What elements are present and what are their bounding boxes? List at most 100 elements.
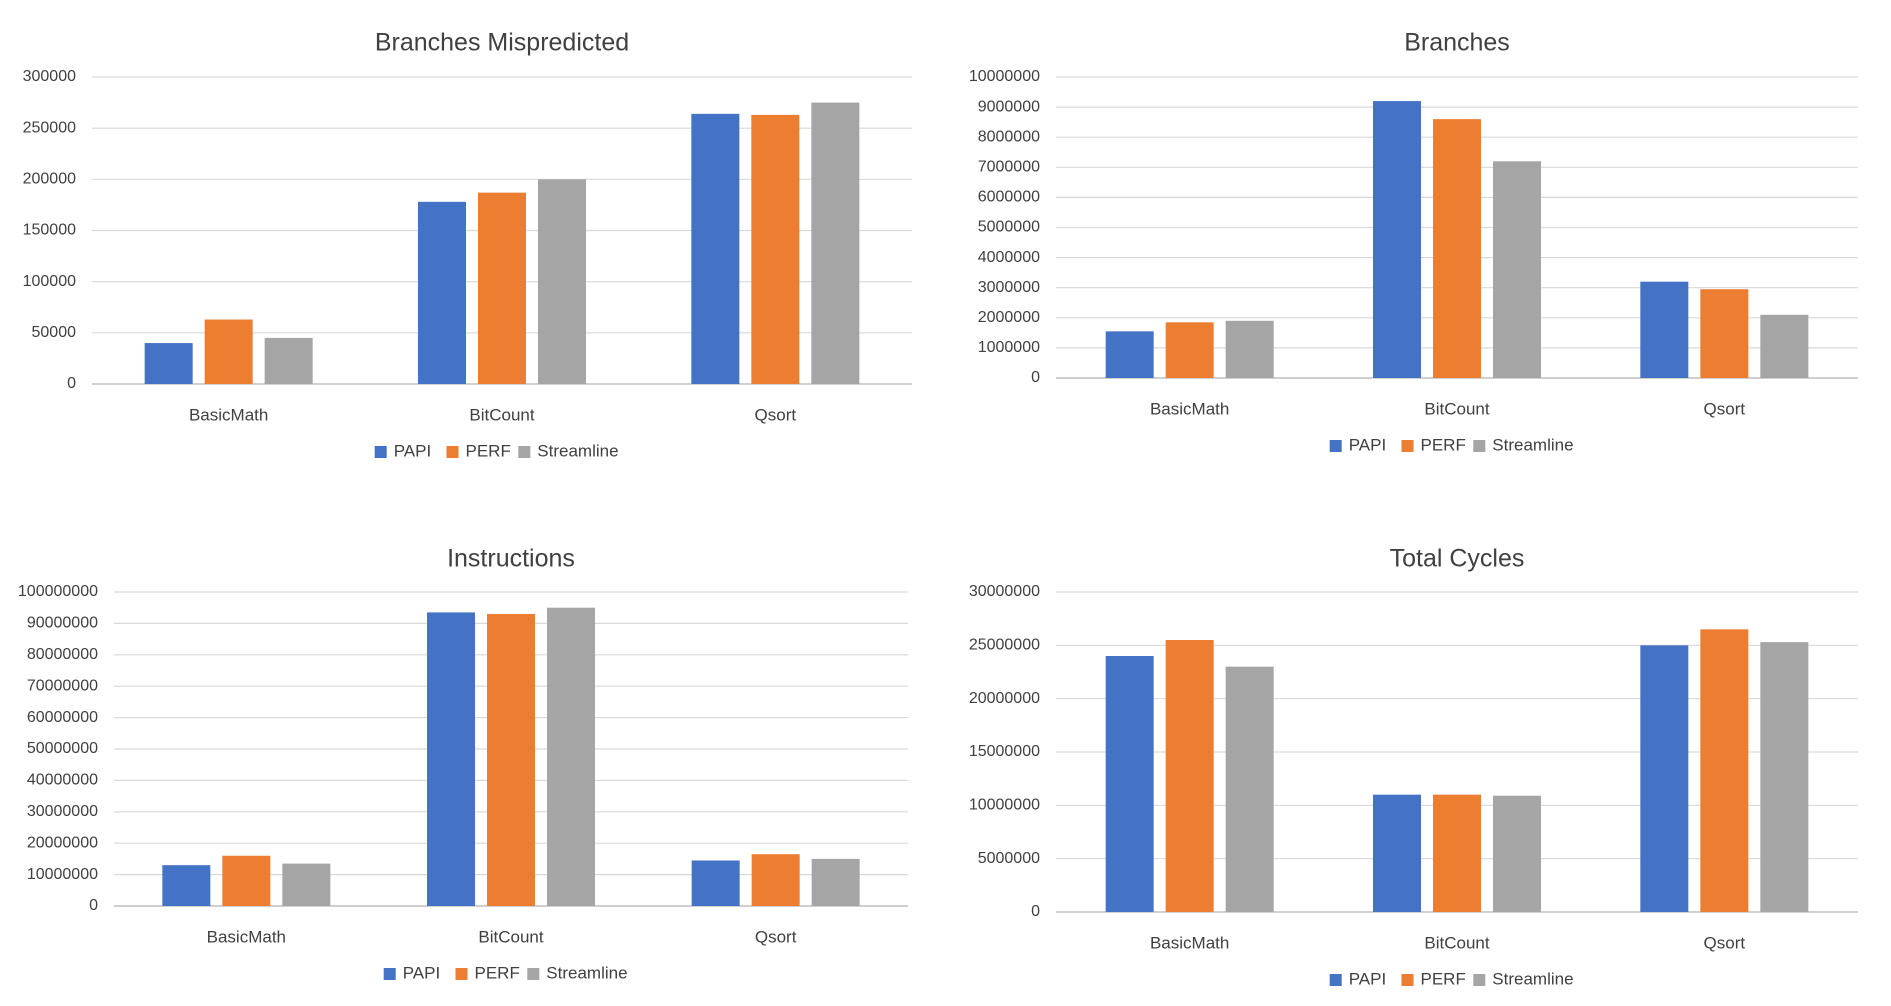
y-tick-label: 300000	[23, 68, 76, 85]
y-tick-label: 20000000	[27, 834, 98, 851]
x-category-label: BitCount	[478, 927, 543, 946]
y-tick-label: 7000000	[978, 159, 1040, 176]
y-tick-label: 0	[89, 897, 98, 914]
bar-streamline-qsort	[811, 858, 860, 906]
bar-perf-qsort	[1700, 289, 1749, 378]
x-category-label: BasicMath	[1150, 933, 1229, 952]
legend-label: Streamline	[537, 441, 618, 460]
bar-papi-qsort	[1640, 645, 1689, 912]
y-tick-label: 50000000	[27, 740, 98, 757]
bar-streamline-bitcount	[1493, 795, 1541, 912]
y-tick-label: 1000000	[978, 339, 1040, 356]
legend-label: PERF	[1421, 969, 1466, 988]
legend-label: Streamline	[546, 963, 627, 982]
x-category-label: BasicMath	[207, 927, 286, 946]
y-tick-label: 100000000	[18, 583, 98, 600]
x-category-label: BasicMath	[1150, 399, 1229, 418]
legend: PAPI PERF Streamline	[1329, 969, 1574, 988]
bar-perf-basicmath	[1165, 322, 1214, 378]
x-category-label: BitCount	[469, 405, 534, 424]
bar-streamline-basicmath	[1225, 320, 1274, 378]
y-tick-label: 8000000	[978, 128, 1040, 145]
chart-3: Instructions 0 10000000 20000000 30000000 400…	[18, 545, 908, 982]
y-tick-label: 40000000	[27, 772, 98, 789]
legend-swatch-perf	[455, 968, 468, 980]
legend-swatch-streamline	[1473, 974, 1486, 986]
bar-perf-bitcount	[487, 613, 535, 906]
legend-label: PAPI	[1349, 969, 1386, 988]
bar-papi-qsort	[1640, 281, 1689, 378]
y-tick-label: 10000000	[969, 68, 1040, 85]
bar-papi-qsort	[691, 860, 740, 906]
legend-swatch-streamline	[1473, 440, 1486, 452]
bar-streamline-qsort	[811, 102, 860, 384]
y-tick-label: 0	[67, 375, 76, 392]
y-tick-label: 30000000	[969, 583, 1040, 600]
legend: PAPI PERF Streamline	[383, 963, 628, 982]
y-tick-label: 20000000	[969, 690, 1040, 707]
x-category-label: Qsort	[1704, 399, 1746, 418]
bar-streamline-basicmath	[1225, 666, 1274, 912]
legend-swatch-perf	[446, 446, 459, 458]
y-tick-label: 25000000	[969, 637, 1040, 654]
bar-papi-bitcount	[1373, 794, 1421, 912]
legend-label: PERF	[466, 441, 511, 460]
bar-perf-bitcount	[478, 192, 526, 384]
legend-label: PAPI	[1349, 435, 1386, 454]
legend: PAPI PERF Streamline	[374, 441, 619, 460]
x-category-label: BitCount	[1424, 933, 1489, 952]
bar-perf-qsort	[1700, 629, 1749, 912]
y-tick-label: 4000000	[978, 249, 1040, 266]
legend-swatch-papi	[1329, 974, 1342, 986]
legend-label: Streamline	[1492, 969, 1573, 988]
bar-perf-bitcount	[1433, 794, 1481, 912]
x-category-label: BasicMath	[189, 405, 268, 424]
legend-swatch-papi	[374, 446, 387, 458]
bar-papi-basicmath	[1105, 331, 1154, 378]
chart-2: Branches 0 1000000 2000000 3000000 4000000 500…	[969, 29, 1858, 454]
legend-label: PERF	[1421, 435, 1466, 454]
x-category-label: Qsort	[755, 405, 797, 424]
y-tick-label: 60000000	[27, 709, 98, 726]
chart-title: Total Cycles	[1390, 545, 1525, 573]
x-category-label: BitCount	[1424, 399, 1489, 418]
y-tick-label: 150000	[23, 222, 76, 239]
bar-streamline-qsort	[1760, 642, 1809, 912]
legend-swatch-papi	[1329, 440, 1342, 452]
x-category-label: Qsort	[755, 927, 797, 946]
bar-papi-bitcount	[1373, 101, 1421, 378]
bar-streamline-bitcount	[547, 607, 595, 906]
y-tick-label: 50000	[32, 324, 77, 341]
y-tick-label: 80000000	[27, 646, 98, 663]
y-tick-label: 6000000	[978, 189, 1040, 206]
y-tick-label: 70000000	[27, 677, 98, 694]
bar-papi-basicmath	[144, 343, 193, 384]
legend-swatch-papi	[383, 968, 396, 980]
y-tick-label: 2000000	[978, 309, 1040, 326]
bar-streamline-qsort	[1760, 314, 1809, 378]
y-tick-label: 100000	[23, 273, 76, 290]
chart-title: Branches	[1404, 29, 1510, 57]
y-tick-label: 9000000	[978, 98, 1040, 115]
bar-perf-basicmath	[204, 319, 253, 384]
bar-streamline-bitcount	[538, 179, 586, 384]
chart-1: Branches Mispredicted 0 50000 100000 150000 2…	[23, 29, 912, 460]
legend-label: Streamline	[1492, 435, 1573, 454]
chart-title: Branches Mispredicted	[375, 29, 629, 57]
y-tick-label: 90000000	[27, 615, 98, 632]
bar-papi-bitcount	[418, 201, 466, 384]
y-tick-label: 0	[1031, 903, 1040, 920]
y-tick-label: 10000000	[969, 797, 1040, 814]
y-tick-label: 3000000	[978, 279, 1040, 296]
bar-papi-bitcount	[427, 612, 475, 906]
legend-swatch-streamline	[518, 446, 531, 458]
bar-perf-bitcount	[1433, 119, 1481, 378]
x-category-label: Qsort	[1704, 933, 1746, 952]
y-tick-label: 0	[1031, 369, 1040, 386]
legend-label: PAPI	[403, 963, 440, 982]
bar-papi-qsort	[691, 113, 740, 384]
bar-streamline-basicmath	[264, 337, 313, 384]
y-tick-label: 250000	[23, 119, 76, 136]
bar-papi-basicmath	[162, 865, 211, 906]
